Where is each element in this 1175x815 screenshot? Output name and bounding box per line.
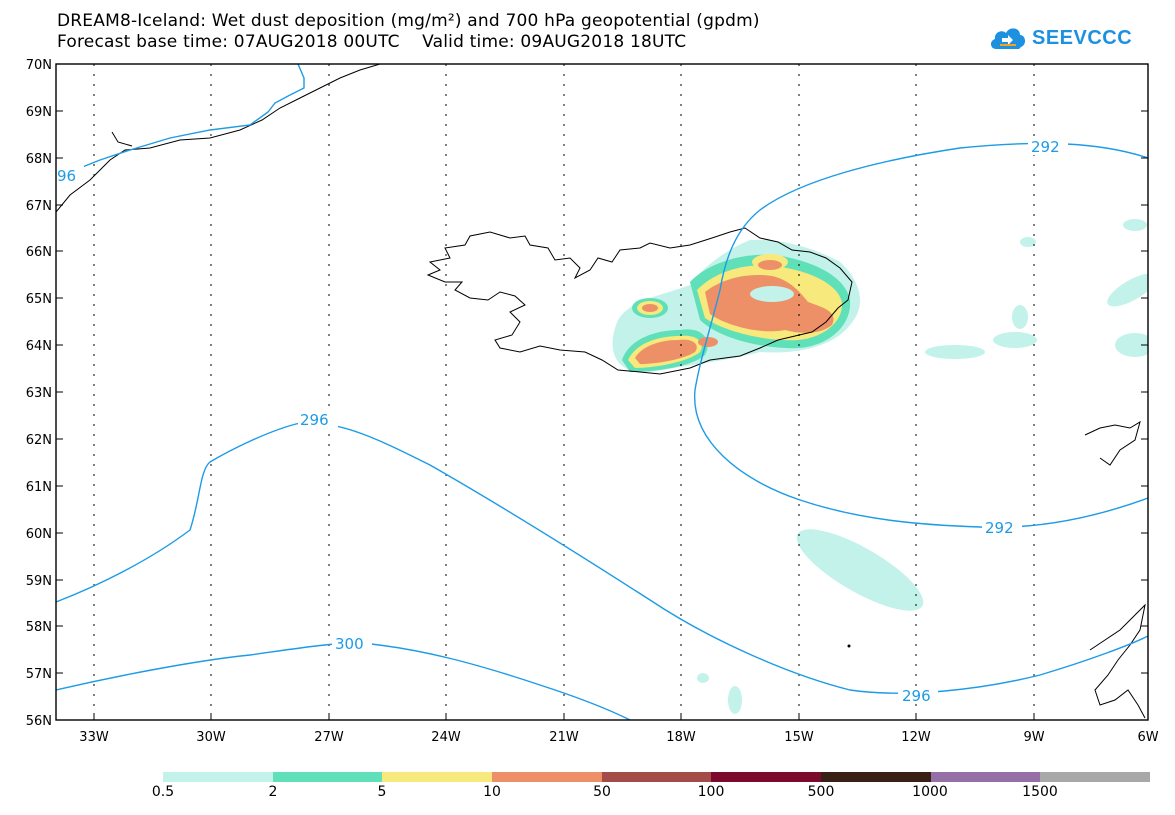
tick-marks	[56, 63, 1148, 720]
legend-swatch	[821, 772, 931, 782]
legend-swatch	[711, 772, 822, 782]
contour-label: 292	[985, 519, 1014, 537]
legend-label: 100	[697, 784, 725, 800]
contour-label: 296	[300, 411, 329, 429]
contour-label: 96	[57, 167, 76, 185]
lon-label: 15W	[784, 730, 814, 745]
lat-label: 67N	[26, 199, 52, 214]
legend-label: 5	[377, 784, 387, 800]
legend-swatch	[1040, 772, 1151, 782]
coastlines	[56, 64, 1146, 719]
lat-label: 57N	[26, 667, 52, 682]
lon-label: 21W	[549, 730, 579, 745]
legend-label: 10	[483, 784, 501, 800]
contour-label: 300	[335, 635, 364, 653]
lon-label: 33W	[79, 730, 109, 745]
lat-label: 65N	[26, 292, 52, 307]
cloud-icon	[990, 28, 1026, 49]
legend-label: 0.5	[151, 784, 175, 800]
lat-label: 59N	[26, 574, 52, 589]
contour-label: 296	[902, 687, 931, 705]
legend-swatch	[601, 772, 712, 782]
legend-label: 1000	[912, 784, 948, 800]
lon-label: 18W	[666, 730, 696, 745]
legend-label: 50	[593, 784, 611, 800]
lon-label: 12W	[901, 730, 931, 745]
seevccc-logo: SEEVCCC	[988, 22, 1132, 54]
lon-label: 9W	[1023, 730, 1044, 745]
logo-text: SEEVCCC	[1032, 26, 1133, 49]
legend-swatch	[163, 772, 273, 782]
lon-label: 24W	[431, 730, 461, 745]
lat-label: 56N	[26, 714, 52, 729]
contour-labels: 96 292 292 296 296 300	[54, 137, 1068, 705]
lat-label: 60N	[26, 527, 52, 542]
geopotential-contours	[56, 64, 1148, 720]
legend-swatch	[272, 772, 383, 782]
lat-label: 61N	[26, 480, 52, 495]
lon-label: 30W	[196, 730, 226, 745]
plot-frame	[55, 63, 1149, 721]
legend-label: 1500	[1022, 784, 1058, 800]
color-legend	[163, 772, 1151, 782]
lat-label: 63N	[26, 386, 52, 401]
latitude-labels: 70N 69N 68N 67N 66N 65N 64N 63N 62N 61N …	[26, 58, 52, 729]
lon-label: 6W	[1137, 730, 1158, 745]
lat-label: 66N	[26, 245, 52, 260]
lon-label: 27W	[314, 730, 344, 745]
legend-swatch	[492, 772, 602, 782]
legend-swatch	[930, 772, 1041, 782]
title-line-2: Forecast base time: 07AUG2018 00UTC Vali…	[57, 32, 687, 52]
legend-label: 500	[807, 784, 835, 800]
title-line-1: DREAM8-Iceland: Wet dust deposition (mg/…	[57, 11, 760, 31]
graticule	[93, 64, 1035, 720]
lat-label: 64N	[26, 339, 52, 354]
legend-swatch	[382, 772, 493, 782]
lat-label: 70N	[26, 58, 52, 73]
lat-label: 62N	[26, 433, 52, 448]
lat-label: 69N	[26, 105, 52, 120]
lat-label: 58N	[26, 620, 52, 635]
contour-label: 292	[1031, 138, 1060, 156]
longitude-labels: 33W 30W 27W 24W 21W 18W 15W 12W 9W 6W	[79, 730, 1158, 745]
dust-deposition-field	[612, 219, 1148, 714]
lat-label: 68N	[26, 152, 52, 167]
legend-label: 2	[268, 784, 278, 800]
